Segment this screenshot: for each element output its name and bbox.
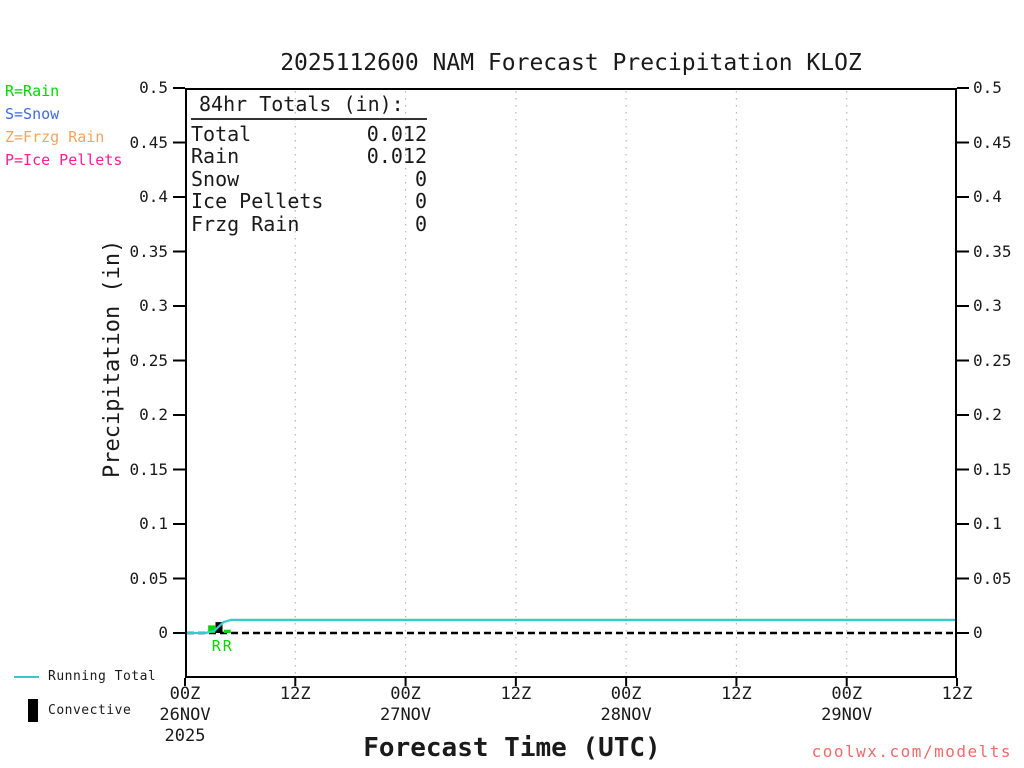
y-tick-label-right: 0.35 bbox=[973, 241, 1012, 261]
running-total-label: Running Total bbox=[48, 669, 157, 684]
x-tick-label: 12Z bbox=[250, 684, 340, 705]
y-tick-label-left: 0.2 bbox=[139, 405, 168, 424]
x-tick-time: 12Z bbox=[279, 684, 311, 704]
x-tick-time: 12Z bbox=[721, 684, 752, 704]
chart-title: 2025112600 NAM Forecast Precipitation KL… bbox=[280, 50, 862, 76]
precip-type-legend: R=Rain S=Snow Z=Frzg Rain P=Ice Pellets bbox=[5, 80, 122, 172]
x-tick-time: 12Z bbox=[941, 684, 973, 704]
x-tick-time: 00Z bbox=[169, 684, 201, 704]
x-tick-label: 12Z bbox=[912, 684, 1002, 705]
y-tick-label-right: 0.2 bbox=[973, 405, 1002, 424]
y-tick-label-right: 0.4 bbox=[973, 187, 1002, 206]
x-tick-time: 00Z bbox=[831, 684, 863, 704]
y-tick-label-left: 0.35 bbox=[129, 241, 168, 261]
x-tick-label: 00Z 26NOV 2025 bbox=[140, 684, 230, 747]
totals-row: Rain 0.012 bbox=[191, 145, 427, 168]
x-axis-title: Forecast Time (UTC) bbox=[363, 733, 661, 763]
watermark: coolwx.com/modelts bbox=[811, 742, 1012, 761]
convective-label: Convective bbox=[48, 703, 132, 718]
y-tick-label-right: 0.45 bbox=[973, 132, 1012, 152]
x-tick-label: 00Z 29NOV bbox=[802, 684, 892, 726]
totals-heading: 84hr Totals (in): bbox=[191, 93, 427, 120]
x-tick-time: 00Z bbox=[610, 684, 642, 704]
totals-row-label: Frzg Rain bbox=[191, 211, 300, 236]
totals-row: Frzg Rain 0 bbox=[191, 211, 427, 236]
x-tick-label: 00Z 28NOV bbox=[581, 684, 671, 726]
precip-type-label: R bbox=[212, 637, 222, 655]
totals-box: 84hr Totals (in): Total 0.012 Rain 0.012 Sno… bbox=[191, 93, 427, 235]
totals-row: Snow 0 bbox=[191, 166, 427, 191]
totals-row-value: 0.012 bbox=[366, 121, 427, 146]
legend-running-total: Running Total bbox=[14, 669, 156, 684]
y-tick-label-left: 0.1 bbox=[139, 514, 168, 533]
totals-row-label: Rain bbox=[191, 144, 240, 168]
y-tick-label-left: 0.15 bbox=[129, 459, 168, 479]
y-tick-label-left: 0 bbox=[158, 623, 168, 642]
type-legend-item: R=Rain bbox=[5, 82, 60, 100]
y-tick-label-left: 0.4 bbox=[139, 187, 168, 206]
type-legend-item: S=Snow bbox=[5, 105, 60, 123]
y-tick-label-left: 0.05 bbox=[129, 568, 168, 588]
y-tick-label-right: 0.15 bbox=[973, 459, 1012, 479]
x-tick-label: 00Z 27NOV bbox=[361, 684, 451, 726]
y-tick-label-left: 0.45 bbox=[129, 132, 168, 152]
x-tick-time: 00Z bbox=[390, 684, 421, 704]
totals-row-value: 0 bbox=[414, 166, 427, 191]
x-tick-date: 27NOV bbox=[379, 705, 432, 725]
x-tick-date: 26NOV bbox=[159, 705, 211, 725]
precip-type-label: R bbox=[223, 637, 233, 655]
totals-row: Total 0.012 bbox=[191, 121, 427, 146]
totals-row-value: 0 bbox=[414, 189, 427, 213]
x-tick-year: 2025 bbox=[164, 726, 206, 746]
y-tick-label-right: 0 bbox=[973, 623, 983, 642]
totals-row-label: Snow bbox=[191, 166, 240, 191]
y-tick-label-right: 0.5 bbox=[973, 78, 1002, 97]
y-tick-label-left: 0.3 bbox=[139, 296, 168, 315]
running-total-line bbox=[185, 618, 957, 635]
x-tick-label: 12Z bbox=[471, 684, 561, 705]
totals-row-value: 0.012 bbox=[366, 144, 427, 168]
y-tick-label-left: 0.25 bbox=[129, 350, 168, 370]
legend-convective: Convective bbox=[28, 699, 131, 722]
y-tick-label-right: 0.05 bbox=[973, 568, 1012, 588]
totals-row: Ice Pellets 0 bbox=[191, 190, 427, 213]
plot-border bbox=[185, 88, 957, 678]
y-tick-label-right: 0.1 bbox=[973, 514, 1002, 533]
totals-row-value: 0 bbox=[414, 211, 427, 236]
rain-bar bbox=[223, 629, 231, 633]
type-legend-item: P=Ice Pellets bbox=[5, 151, 123, 169]
x-tick-time: 12Z bbox=[500, 684, 532, 704]
y-tick-label-right: 0.25 bbox=[973, 350, 1012, 370]
y-tick-label-right: 0.3 bbox=[973, 296, 1002, 315]
x-tick-label: 12Z bbox=[691, 684, 781, 705]
totals-rows: Total 0.012 Rain 0.012 Snow 0 Ice Pellets 0 Frzg… bbox=[191, 121, 427, 236]
rain-bar bbox=[208, 625, 216, 633]
running-total-swatch bbox=[14, 675, 39, 678]
type-legend-item: Z=Frzg Rain bbox=[5, 128, 105, 146]
y-tick-label-left: 0.5 bbox=[139, 78, 168, 97]
totals-row-label: Ice Pellets bbox=[191, 189, 324, 213]
totals-row-label: Total bbox=[191, 121, 252, 146]
convective-swatch bbox=[28, 699, 38, 722]
x-tick-date: 29NOV bbox=[821, 705, 873, 725]
x-tick-date: 28NOV bbox=[600, 705, 652, 725]
